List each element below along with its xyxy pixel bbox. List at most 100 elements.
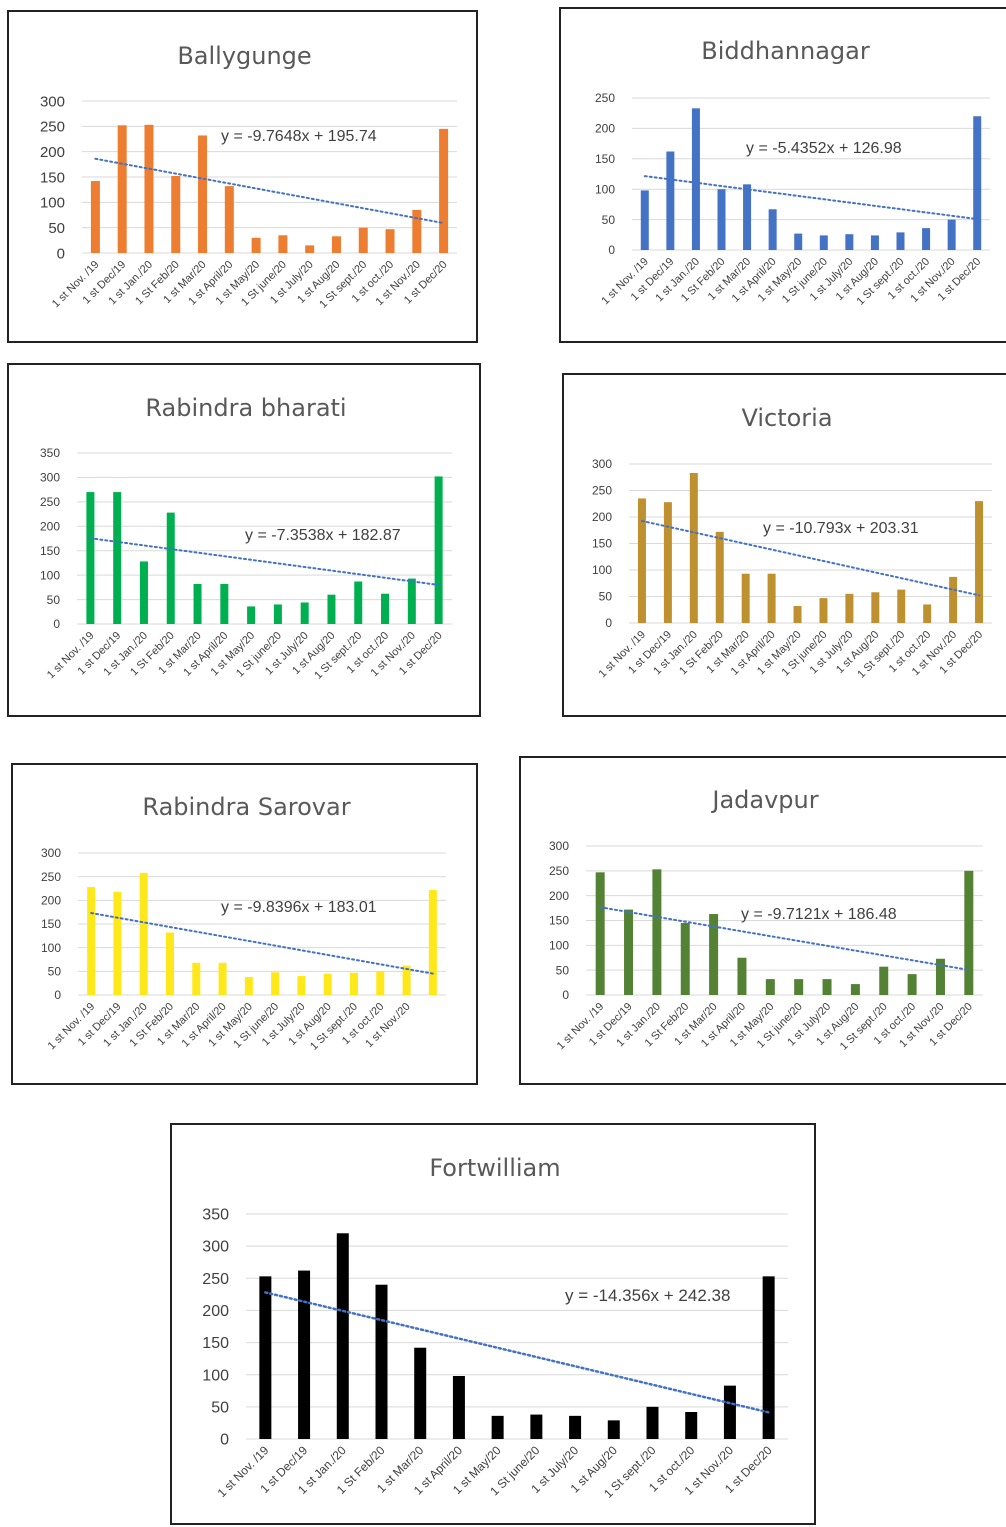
y-tick-label: 100 [40,568,60,582]
bar [666,151,675,250]
bar [192,962,201,995]
bar [964,870,974,995]
y-tick-label: 350 [202,1207,229,1224]
y-tick-label: 0 [562,988,569,1002]
y-tick-label: 200 [40,144,65,161]
bar [871,592,880,623]
bar [715,531,724,623]
bar [86,492,95,624]
bar [949,576,958,623]
trendline-equation: y = -7.3538x + 182.87 [245,527,401,544]
bar [663,502,672,623]
bar [298,1270,311,1439]
bar [402,965,411,995]
bar [896,232,905,250]
y-tick-label: 50 [48,220,65,237]
bar [139,561,148,624]
bar [530,1414,543,1439]
y-tick-label: 50 [48,965,62,979]
y-tick-label: 300 [41,846,61,860]
bar [975,501,984,623]
chart-title: Fortwilliam [429,1154,560,1182]
bar [305,245,315,253]
bar [850,984,860,995]
bar [879,966,889,995]
trendline [264,1291,770,1414]
y-tick-label: 50 [211,1399,229,1416]
y-tick-label: 300 [549,839,569,853]
y-tick-label: 0 [54,988,61,1002]
bar [259,1276,272,1439]
trendline-equation: y = -10.793x + 203.31 [763,520,919,537]
y-tick-label: 300 [202,1239,229,1256]
bar [381,593,390,624]
chart-title: Victoria [741,404,832,432]
bar [87,887,96,995]
bar [171,175,181,253]
trendline [89,537,440,586]
bar [166,512,175,624]
bar [166,932,174,995]
trendline [90,912,434,975]
chart-rabindra-bharati: Rabindra bharati 0 50 100 150 200 250 300 350 1 s… [7,363,481,717]
chart-rabindra-sarovar: Rabindra Sarovar 0 50 100 150 200 250 300 1 st N… [11,763,478,1085]
bar [595,872,605,995]
bar [434,476,443,624]
bar [323,973,332,995]
bar [768,209,777,250]
bar [793,606,802,623]
bar [412,209,422,253]
bar [327,594,336,624]
bar [439,128,449,253]
bar [680,922,690,995]
bar [819,598,828,623]
chart-ballygunge: Ballygunge 0 50 100 150 200 250 300 1 st Nov. /1… [7,10,478,343]
chart-title: Jadavpur [710,786,818,814]
y-tick-label: 0 [605,616,612,630]
y-tick-label: 200 [41,894,61,908]
y-tick-label: 250 [41,870,61,884]
y-tick-label: 250 [40,119,65,136]
bar [220,583,229,624]
bar [350,972,358,995]
trendline [643,175,979,221]
chart-jadavpur: Jadavpur 0 50 100 150 200 250 300 1 st Nov. /19 1… [519,756,1006,1085]
y-tick-label: 50 [556,963,570,977]
chart-biddhannagar: Biddhannagar 0 50 100 150 200 250 1 st Nov. /19… [559,7,1006,343]
chart-title: Rabindra bharati [145,394,346,422]
y-tick-label: 150 [592,537,612,551]
y-tick-label: 50 [599,590,613,604]
y-tick-label: 100 [40,195,65,212]
chart-title: Rabindra Sarovar [142,793,350,821]
bar [113,492,122,624]
y-tick-label: 250 [595,91,615,105]
y-tick-label: 0 [220,1432,229,1449]
trendline [599,906,970,971]
bar [452,1376,465,1439]
bar [414,1347,427,1439]
y-tick-label: 200 [549,889,569,903]
y-tick-label: 250 [40,495,60,509]
bar [271,972,280,995]
trendline-equation: y = -5.4352x + 126.98 [746,140,902,157]
y-tick-label: 50 [602,213,616,227]
bar [737,957,747,995]
y-tick-label: 0 [608,243,615,257]
bar [689,473,698,623]
bar [385,229,395,253]
trendline-equation: y = -14.356x + 242.38 [565,1286,730,1305]
y-tick-label: 150 [549,914,569,928]
trendline-equation: y = -9.7648x + 195.74 [221,128,377,145]
bar [117,125,127,253]
bar [331,236,341,253]
y-tick-label: 0 [57,245,65,262]
bar [354,581,363,624]
y-tick-label: 350 [40,446,60,460]
y-tick-label: 150 [40,169,65,186]
chart-fortwilliam: Fortwilliam 0 50 100 150 200 250 300 350 1 st Nov… [170,1123,816,1525]
bar [144,124,154,254]
trendline-equation: y = -9.7121x + 186.48 [741,906,897,923]
